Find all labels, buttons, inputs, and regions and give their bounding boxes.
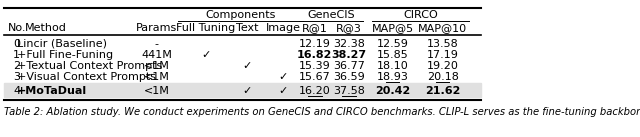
Text: 15.67: 15.67 — [299, 72, 331, 82]
Text: 2: 2 — [13, 61, 20, 71]
Text: 12.19: 12.19 — [299, 39, 331, 49]
Text: ✓: ✓ — [201, 50, 211, 60]
Text: +Textual Context Prompts: +Textual Context Prompts — [17, 61, 162, 71]
Text: -: - — [155, 39, 159, 49]
Text: 20.18: 20.18 — [427, 72, 459, 82]
Text: ✓: ✓ — [243, 86, 252, 96]
Text: 12.59: 12.59 — [377, 39, 409, 49]
Text: MAP@10: MAP@10 — [418, 23, 467, 33]
Text: Table 2: Ablation study. We conduct experiments on GeneCIS and CIRCO benchmarks.: Table 2: Ablation study. We conduct expe… — [4, 107, 640, 117]
Text: 21.62: 21.62 — [425, 86, 460, 96]
Text: 15.85: 15.85 — [377, 50, 409, 60]
Text: 20.42: 20.42 — [375, 86, 410, 96]
Text: 3: 3 — [13, 72, 20, 82]
Text: CIRCO: CIRCO — [403, 10, 438, 20]
Text: GeneCIS: GeneCIS — [307, 10, 355, 20]
Text: <1M: <1M — [144, 61, 170, 71]
Text: 38.27: 38.27 — [332, 50, 367, 60]
Text: 18.93: 18.93 — [377, 72, 409, 82]
Text: ✓: ✓ — [243, 61, 252, 71]
Text: 32.38: 32.38 — [333, 39, 365, 49]
Text: <1M: <1M — [144, 86, 170, 96]
Text: <1M: <1M — [144, 72, 170, 82]
Text: 36.59: 36.59 — [333, 72, 365, 82]
Text: Method: Method — [24, 23, 67, 33]
Text: 16.20: 16.20 — [299, 86, 331, 96]
Text: +MoTaDual: +MoTaDual — [17, 86, 87, 96]
Text: 17.19: 17.19 — [427, 50, 459, 60]
Text: 13.58: 13.58 — [427, 39, 459, 49]
Text: 1: 1 — [13, 50, 20, 60]
Text: ✓: ✓ — [278, 86, 288, 96]
Text: R@1: R@1 — [302, 23, 328, 33]
Text: 19.20: 19.20 — [427, 61, 459, 71]
Text: Params: Params — [136, 23, 177, 33]
Text: 4: 4 — [13, 86, 20, 96]
Text: MAP@5: MAP@5 — [372, 23, 414, 33]
Text: Text: Text — [236, 23, 259, 33]
Text: 0: 0 — [13, 39, 20, 49]
Text: 36.77: 36.77 — [333, 61, 365, 71]
Text: 37.58: 37.58 — [333, 86, 365, 96]
Text: R@3: R@3 — [336, 23, 362, 33]
Text: 441M: 441M — [141, 50, 172, 60]
Text: Components: Components — [205, 10, 275, 20]
Text: +Visual Context Prompts: +Visual Context Prompts — [17, 72, 156, 82]
Text: 15.39: 15.39 — [299, 61, 331, 71]
Bar — [4, 83, 481, 97]
Text: +Full Fine-Funing: +Full Fine-Funing — [17, 50, 113, 60]
Text: ✓: ✓ — [278, 72, 288, 82]
Text: 18.10: 18.10 — [377, 61, 409, 71]
Text: 16.82: 16.82 — [297, 50, 333, 60]
Text: Full Tuning: Full Tuning — [176, 23, 236, 33]
Text: Lincir (Baseline): Lincir (Baseline) — [17, 39, 107, 49]
Text: Image: Image — [266, 23, 301, 33]
Text: No.: No. — [8, 23, 26, 33]
